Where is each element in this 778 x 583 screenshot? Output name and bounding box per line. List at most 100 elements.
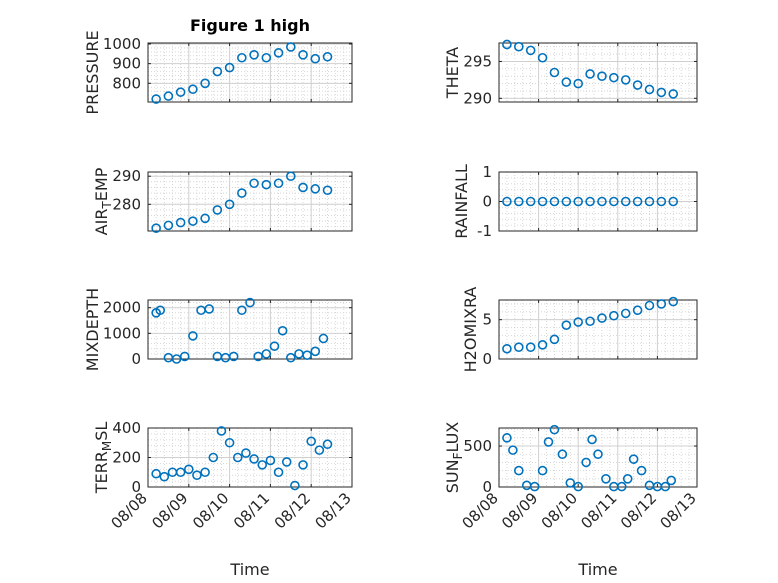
y-tick-label: 0: [131, 478, 141, 496]
data-point: [561, 77, 572, 87]
data-point: [513, 196, 524, 207]
data-point: [557, 449, 568, 460]
y-axis-label: TERRMSL: [92, 422, 114, 495]
axes-box: [147, 171, 353, 232]
data-point: [241, 448, 251, 458]
data-point: [159, 471, 170, 482]
data-point: [253, 351, 263, 362]
data-point: [200, 467, 210, 478]
data-point: [184, 464, 194, 475]
y-axis-label-part: AIR: [92, 209, 111, 236]
data-point: [609, 310, 619, 321]
y-axis-label-part: H2OMIXRA: [461, 287, 480, 373]
y-axis-label: THETA: [443, 47, 462, 99]
data-point: [502, 433, 512, 443]
axes-box: [498, 42, 698, 103]
x-axis-label: Time: [229, 560, 269, 579]
data-point: [265, 455, 276, 466]
data-point: [537, 340, 548, 350]
y-tick-label: -1: [477, 222, 492, 240]
axes-box: [498, 427, 698, 488]
data-point: [668, 196, 679, 207]
data-point: [525, 342, 536, 353]
data-point: [581, 457, 591, 468]
y-axis-label-part: SL: [92, 422, 111, 441]
axes-box: [498, 299, 698, 360]
data-point: [306, 436, 317, 447]
data-point: [322, 51, 333, 62]
y-tick-label: 2000: [103, 299, 141, 317]
data-point: [277, 325, 288, 336]
data-point: [668, 296, 679, 307]
data-point: [179, 351, 190, 362]
data-point: [537, 196, 548, 207]
x-tick-label: 08/08: [108, 489, 151, 532]
y-axis-label: H2OMIXRA: [461, 287, 480, 373]
data-point: [597, 313, 607, 323]
y-tick-label: 200: [112, 449, 141, 467]
data-point: [537, 52, 548, 63]
y-axis-label-part: PRESSURE: [83, 30, 102, 114]
data-point: [585, 196, 595, 207]
subplot-terr-msl: 0200400TERRMSL08/0808/0908/1008/1108/120…: [92, 419, 355, 579]
data-point: [587, 434, 597, 445]
y-tick-label: 500: [463, 437, 492, 455]
data-point: [188, 331, 198, 341]
data-point: [224, 62, 235, 73]
data-point: [310, 346, 321, 357]
data-point: [249, 454, 259, 464]
data-point: [601, 474, 611, 484]
data-point: [513, 41, 524, 52]
y-tick-label: 0: [482, 478, 492, 496]
data-point: [200, 213, 210, 224]
data-point: [192, 470, 202, 481]
data-point: [302, 350, 312, 360]
data-point: [163, 220, 174, 231]
data-point: [549, 334, 560, 345]
data-point: [298, 460, 308, 470]
data-point: [151, 94, 161, 104]
x-tick-label: 08/11: [577, 489, 620, 532]
y-tick-label: 0: [482, 350, 492, 368]
y-tick-label: 800: [112, 74, 141, 92]
data-point: [543, 437, 554, 447]
data-point: [285, 42, 296, 52]
y-tick-label: 290: [463, 89, 492, 107]
data-point: [237, 305, 247, 316]
data-point: [632, 305, 643, 316]
data-point: [525, 45, 536, 56]
data-point: [249, 49, 259, 60]
data-point: [597, 71, 607, 81]
chart-title: Figure 1 high: [190, 16, 310, 35]
data-point: [660, 481, 671, 492]
data-point: [502, 39, 512, 50]
data-point: [561, 320, 572, 330]
y-tick-label: 0: [482, 193, 492, 211]
data-point: [237, 188, 247, 198]
data-point: [573, 481, 584, 492]
y-axis-label-part: EMP: [92, 167, 111, 201]
x-tick-label: 08/13: [657, 489, 700, 532]
y-axis-label-part: MIXDEPTH: [83, 288, 102, 371]
y-axis-label: RAINFALL: [452, 164, 471, 239]
data-point: [628, 454, 639, 464]
y-axis-label-part: SUN: [443, 459, 462, 493]
subplot-sun-flux: 0500SUNFLUX08/0808/0908/1008/1108/1208/1…: [443, 422, 700, 579]
x-tick-label: 08/09: [148, 489, 191, 532]
plot-area: [499, 43, 697, 102]
data-point: [257, 460, 268, 470]
data-point: [609, 196, 619, 207]
axes-box: [147, 299, 353, 360]
data-point: [585, 316, 595, 327]
data-point: [632, 80, 643, 90]
data-point: [285, 352, 296, 363]
data-point: [585, 69, 595, 79]
x-tick-label: 08/13: [312, 489, 355, 532]
y-axis-label-part: LUX: [443, 422, 462, 453]
y-tick-label: 900: [112, 55, 141, 73]
data-point: [298, 182, 308, 193]
data-point: [322, 185, 333, 196]
data-point: [573, 196, 584, 207]
y-axis-label: MIXDEPTH: [83, 288, 102, 371]
data-point: [644, 196, 655, 207]
